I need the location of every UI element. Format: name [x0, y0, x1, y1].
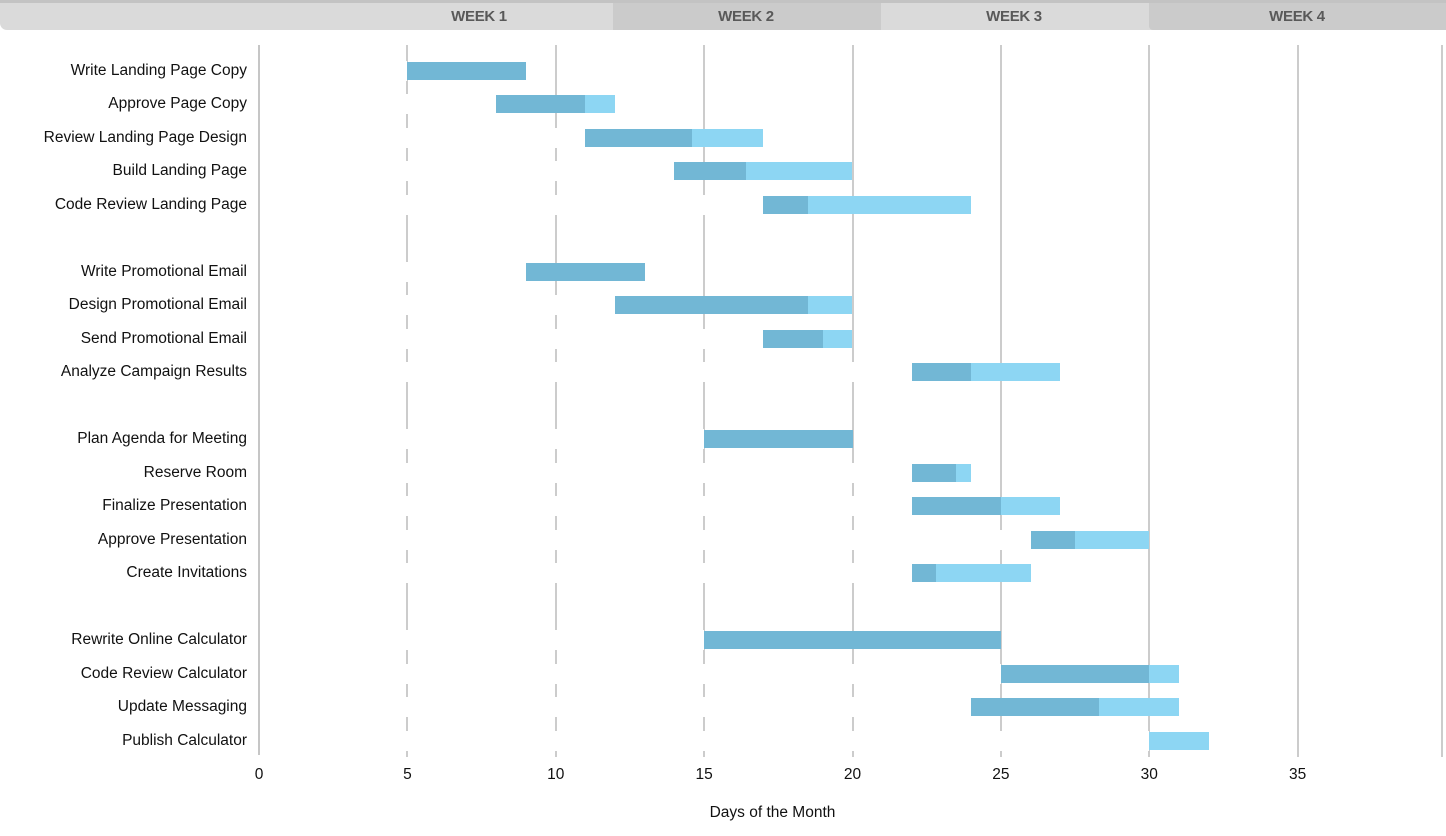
task-label: Build Landing Page	[112, 162, 247, 180]
task-label: Review Landing Page Design	[43, 128, 247, 146]
task-bar-complete	[704, 430, 853, 449]
x-tick-label: 5	[403, 766, 412, 783]
task-bar-complete	[911, 564, 936, 583]
task-bar-complete	[763, 329, 823, 348]
x-tick-label: 10	[547, 766, 565, 783]
week-4-band	[1149, 3, 1446, 30]
x-axis-title: Days of the Month	[709, 804, 836, 821]
task-label: Design Promotional Email	[68, 296, 247, 314]
week-2-label: WEEK 2	[718, 8, 774, 25]
task-bar-complete	[971, 698, 1099, 717]
task-bar-complete	[911, 497, 1001, 516]
gridline-day-15	[703, 45, 706, 757]
task-bar-remaining	[1149, 664, 1179, 683]
bar-leading-cover	[260, 94, 497, 115]
task-bar-complete	[911, 363, 972, 382]
bar-leading-cover	[260, 429, 705, 450]
task-bar-complete	[585, 128, 693, 147]
task-bar-complete	[615, 296, 808, 315]
bar-leading-cover	[260, 630, 705, 651]
bar-leading-cover	[260, 194, 764, 215]
task-bar-remaining	[1075, 530, 1150, 549]
task-bar-remaining	[745, 162, 853, 181]
task-bar-remaining	[807, 195, 972, 214]
week-2-band	[613, 3, 881, 30]
bar-leading-cover	[260, 127, 586, 148]
bar-leading-cover	[260, 697, 972, 718]
task-label: Rewrite Online Calculator	[71, 631, 247, 649]
task-bar-remaining	[935, 564, 1031, 583]
task-label: Code Review Calculator	[80, 664, 247, 682]
task-bar-complete	[763, 195, 808, 214]
task-label: Publish Calculator	[122, 731, 247, 749]
task-bar-remaining	[585, 95, 616, 114]
x-tick-label: 30	[1140, 766, 1158, 783]
bar-leading-cover	[260, 663, 1001, 684]
gridline-day-10	[554, 45, 557, 757]
x-tick-label: 25	[992, 766, 1010, 783]
task-bar-remaining	[1098, 698, 1179, 717]
gridline-right-edge	[1441, 45, 1443, 757]
bar-leading-cover	[260, 462, 912, 483]
task-label: Analyze Campaign Results	[60, 363, 247, 381]
gridline-day-25	[999, 45, 1002, 757]
week-4-label: WEEK 4	[1269, 8, 1325, 25]
gridline-day-5	[406, 45, 409, 757]
bar-leading-cover	[260, 496, 912, 517]
gridline-day-30	[1148, 45, 1151, 757]
task-bar-complete	[1030, 530, 1076, 549]
task-label: Update Messaging	[117, 698, 247, 716]
task-bar-remaining	[692, 128, 764, 147]
task-bar-complete	[704, 631, 1001, 650]
bar-leading-cover	[260, 161, 675, 182]
bar-leading-cover	[260, 529, 1031, 550]
task-label: Approve Page Copy	[108, 95, 247, 113]
x-tick-label: 0	[254, 766, 264, 783]
y-axis-line	[258, 45, 260, 755]
task-bar-complete	[407, 61, 527, 80]
x-tick-label: 15	[695, 766, 713, 783]
task-label: Reserve Room	[143, 463, 247, 481]
task-label: Finalize Presentation	[102, 497, 247, 515]
week-header-strip: WEEK 1 WEEK 2 WEEK 3 WEEK 4	[0, 0, 1446, 30]
gridline-day-35	[1296, 45, 1299, 757]
task-bar-remaining	[1149, 731, 1209, 750]
bar-leading-cover	[260, 730, 1150, 751]
task-label: Write Landing Page Copy	[70, 61, 247, 79]
task-bar-complete	[674, 162, 746, 181]
task-label: Approve Presentation	[97, 530, 247, 548]
task-bar-remaining	[822, 329, 853, 348]
week-3-label: WEEK 3	[986, 8, 1042, 25]
task-label: Create Invitations	[126, 564, 247, 582]
x-tick-label: 35	[1289, 766, 1307, 783]
task-bar-complete	[911, 463, 957, 482]
task-label: Send Promotional Email	[80, 329, 247, 347]
task-label: Plan Agenda for Meeting	[77, 430, 247, 448]
task-bar-complete	[1000, 664, 1150, 683]
task-label: Code Review Landing Page	[54, 195, 247, 213]
x-tick-label: 20	[843, 766, 862, 783]
gridline-day-20	[851, 45, 854, 757]
task-label: Write Promotional Email	[81, 262, 247, 280]
bar-leading-cover	[260, 362, 912, 383]
week-1-label: WEEK 1	[451, 8, 507, 25]
bar-leading-cover	[260, 60, 408, 81]
bar-leading-cover	[260, 295, 616, 316]
task-bar-remaining	[1000, 497, 1061, 516]
task-bar-remaining	[956, 463, 972, 482]
task-bar-remaining	[971, 363, 1061, 382]
bar-leading-cover	[260, 328, 764, 349]
bar-leading-cover	[260, 261, 527, 282]
task-bar-complete	[526, 262, 645, 281]
task-bar-complete	[496, 95, 586, 114]
bar-leading-cover	[260, 563, 912, 584]
task-bar-remaining	[807, 296, 853, 315]
